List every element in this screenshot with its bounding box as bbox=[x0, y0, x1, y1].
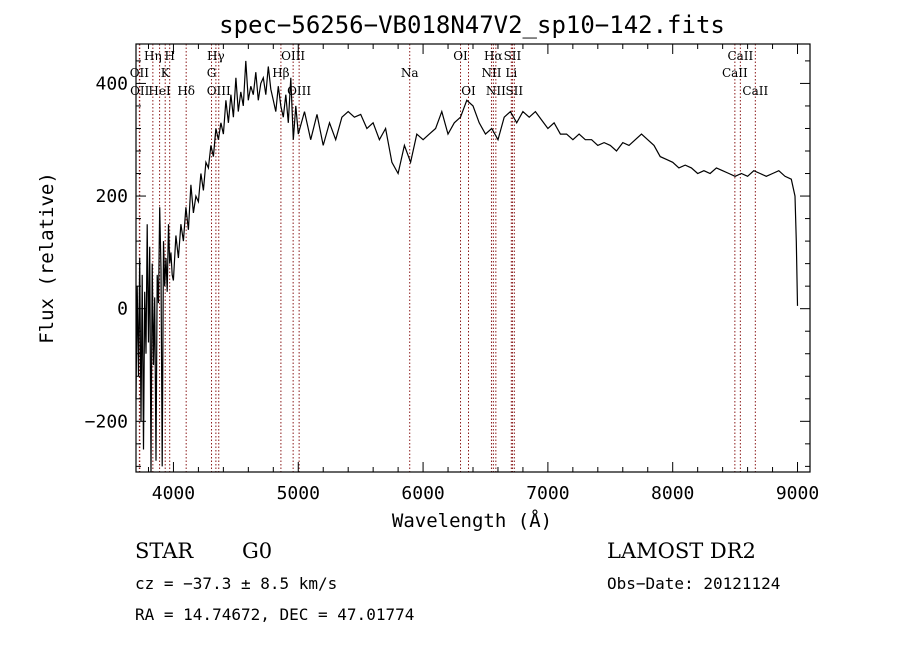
x-tick-label: 7000 bbox=[526, 483, 569, 504]
spectral-line-label: K bbox=[161, 66, 171, 80]
spectral-line-label: OI bbox=[453, 49, 468, 63]
spectral-line-label: NII bbox=[481, 66, 501, 80]
spectral-line-label: H bbox=[164, 49, 174, 63]
spectral-line-label: OIII bbox=[207, 84, 231, 98]
x-axis-ticks: 4000 5000 6000 7000 8000 9000 bbox=[147, 44, 819, 504]
obs-date-text: Obs−Date: 20121124 bbox=[607, 574, 780, 593]
y-tick-label: 400 bbox=[95, 73, 128, 94]
coordinates-text: RA = 14.74672, DEC = 47.01774 bbox=[135, 605, 414, 624]
object-class: STAR bbox=[135, 539, 194, 563]
spectrum-line bbox=[135, 60, 799, 473]
velocity-text: cz = −37.3 ± 8.5 km/s bbox=[135, 574, 337, 593]
x-tick-label: 9000 bbox=[776, 483, 819, 504]
spectral-line-label: OIII bbox=[281, 49, 305, 63]
spectral-line-label: OIII bbox=[287, 84, 311, 98]
spectral-line-label: CaII bbox=[742, 84, 768, 98]
y-tick-label: 0 bbox=[117, 299, 128, 320]
y-axis-ticks: −200 0 200 400 bbox=[85, 60, 810, 467]
spectral-line-label: CaII bbox=[722, 66, 748, 80]
spectral-line-label: Hα bbox=[484, 49, 503, 63]
spectral-line-label: OII bbox=[130, 84, 150, 98]
spectral-line-label: SII bbox=[504, 49, 522, 63]
spectral-line-label: SII bbox=[505, 84, 523, 98]
x-axis-label: Wavelength (Å) bbox=[392, 509, 552, 532]
plot-frame bbox=[135, 43, 811, 473]
spectral-line-label: Hγ bbox=[207, 49, 225, 63]
spectral-line-label: Li bbox=[505, 66, 517, 80]
y-tick-label: −200 bbox=[85, 411, 128, 432]
spectral-line-label: Hβ bbox=[272, 66, 289, 80]
spectral-line-labels: OII OII Hη HeI KH Hδ G Hγ OIII Hβ OIII OIII Na OI OI NI… bbox=[130, 49, 769, 98]
spectral-line-label: Hδ bbox=[177, 84, 195, 98]
x-tick-label: 5000 bbox=[277, 483, 320, 504]
y-axis-label: Flux (relative) bbox=[36, 172, 58, 344]
spectral-line-label: G bbox=[207, 66, 217, 80]
spectral-line-label: CaII bbox=[727, 49, 753, 63]
spectral-line-label: HeI bbox=[148, 84, 171, 98]
x-tick-label: 4000 bbox=[152, 483, 195, 504]
spectral-line-label: OI bbox=[461, 84, 476, 98]
x-tick-label: 8000 bbox=[651, 483, 694, 504]
x-tick-label: 6000 bbox=[401, 483, 444, 504]
spectral-line-label: Na bbox=[401, 66, 419, 80]
spectral-line-label: NII bbox=[486, 84, 506, 98]
y-tick-label: 200 bbox=[95, 186, 128, 207]
survey-name: LAMOST DR2 bbox=[607, 539, 756, 563]
spectral-line-label: OII bbox=[130, 66, 150, 80]
object-subclass: G0 bbox=[242, 539, 272, 563]
chart-title: spec−56256−VB018N47V2_sp10−142.fits bbox=[219, 11, 725, 39]
spectral-line-markers bbox=[138, 44, 756, 472]
spectral-line-label: Hη bbox=[144, 49, 162, 63]
